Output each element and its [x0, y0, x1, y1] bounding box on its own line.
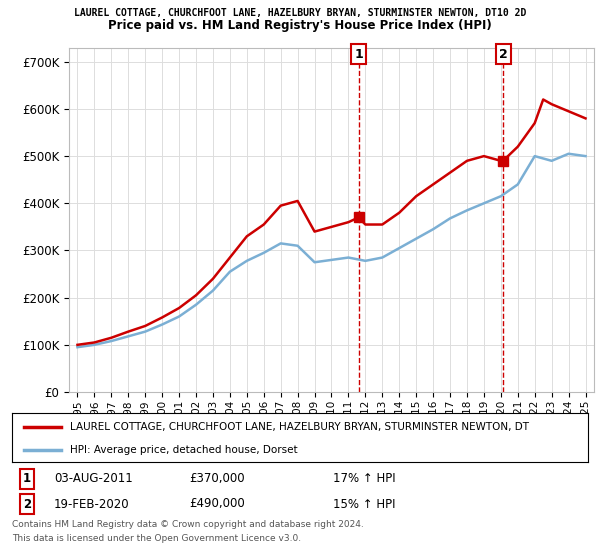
Text: Contains HM Land Registry data © Crown copyright and database right 2024.: Contains HM Land Registry data © Crown c… [12, 520, 364, 529]
Text: 03-AUG-2011: 03-AUG-2011 [54, 472, 133, 486]
Text: 17% ↑ HPI: 17% ↑ HPI [333, 472, 395, 486]
Text: 1: 1 [354, 48, 363, 60]
Text: £490,000: £490,000 [189, 497, 245, 511]
Text: 2: 2 [23, 497, 31, 511]
Text: HPI: Average price, detached house, Dorset: HPI: Average price, detached house, Dors… [70, 445, 297, 455]
Text: 1: 1 [23, 472, 31, 486]
Text: Price paid vs. HM Land Registry's House Price Index (HPI): Price paid vs. HM Land Registry's House … [108, 19, 492, 32]
Text: This data is licensed under the Open Government Licence v3.0.: This data is licensed under the Open Gov… [12, 534, 301, 543]
Text: 15% ↑ HPI: 15% ↑ HPI [333, 497, 395, 511]
Text: 19-FEB-2020: 19-FEB-2020 [54, 497, 130, 511]
Text: 2: 2 [499, 48, 508, 60]
Text: LAUREL COTTAGE, CHURCHFOOT LANE, HAZELBURY BRYAN, STURMINSTER NEWTON, DT10 2D: LAUREL COTTAGE, CHURCHFOOT LANE, HAZELBU… [74, 8, 526, 18]
Text: £370,000: £370,000 [189, 472, 245, 486]
Text: LAUREL COTTAGE, CHURCHFOOT LANE, HAZELBURY BRYAN, STURMINSTER NEWTON, DT: LAUREL COTTAGE, CHURCHFOOT LANE, HAZELBU… [70, 422, 529, 432]
